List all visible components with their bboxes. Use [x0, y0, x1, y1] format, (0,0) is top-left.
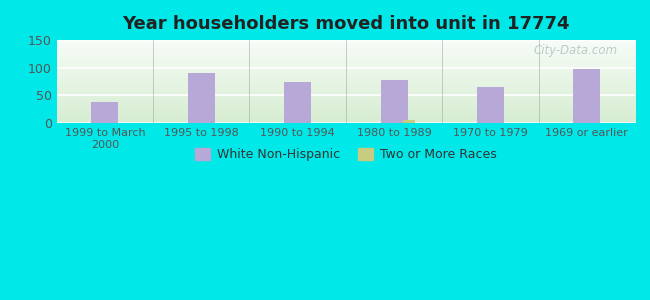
Bar	[573, 69, 601, 123]
Text: City-Data.com: City-Data.com	[534, 44, 618, 57]
Legend: White Non-Hispanic, Two or More Races: White Non-Hispanic, Two or More Races	[190, 143, 501, 166]
Bar	[188, 73, 215, 123]
Bar	[92, 102, 118, 123]
Bar	[380, 80, 408, 123]
Bar	[284, 82, 311, 123]
Title: Year householders moved into unit in 17774: Year householders moved into unit in 177…	[122, 15, 569, 33]
Bar	[403, 120, 415, 123]
Bar	[477, 87, 504, 123]
